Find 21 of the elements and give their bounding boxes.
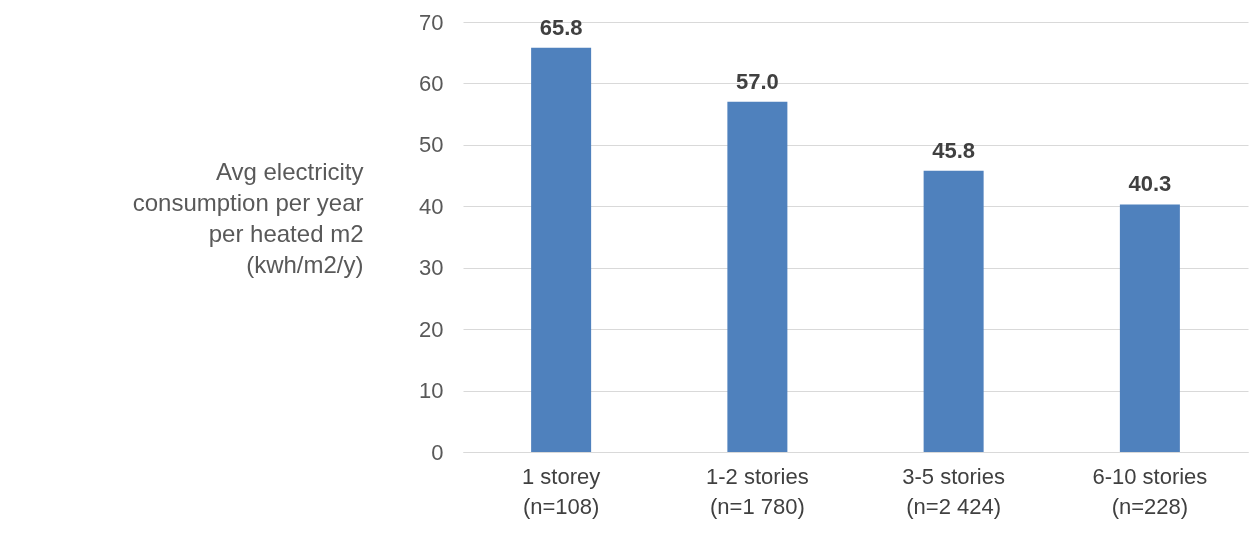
y-tick-label: 40 (419, 193, 444, 219)
y-tick-label: 20 (419, 316, 444, 342)
data-label: 40.3 (1128, 171, 1172, 197)
y-tick-label: 60 (419, 70, 444, 96)
bar (1119, 204, 1180, 452)
y-tick-label: 50 (419, 132, 444, 158)
bar (531, 47, 592, 452)
x-tick-label: 6-10 stories (n=228) (1092, 463, 1208, 519)
y-tick-label: 30 (419, 255, 444, 281)
bar (923, 170, 984, 452)
y-tick-label: 70 (419, 9, 444, 35)
data-label: 45.8 (932, 137, 976, 163)
bar (727, 101, 788, 452)
data-label: 57.0 (735, 68, 779, 94)
y-tick-label: 0 (431, 439, 444, 465)
x-tick-label: 3-5 stories (n=2 424) (902, 463, 1005, 519)
x-tick-label: 1 storey (n=108) (521, 463, 601, 519)
x-tick-label: 1-2 stories (n=1 780) (706, 463, 809, 519)
y-tick-label: 10 (419, 378, 444, 404)
y-axis-title: Avg electricity consumption per year per heated m2 (kwh/m2/y) (132, 157, 364, 278)
data-label: 65.8 (539, 14, 583, 40)
